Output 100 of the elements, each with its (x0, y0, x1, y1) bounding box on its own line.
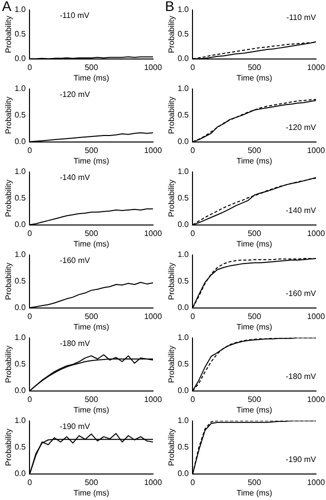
x-tick-label: 0 (27, 146, 32, 155)
y-axis-title: Probability (4, 180, 14, 217)
x-axis-title: Time (ms) (236, 156, 273, 166)
annotation: -110 mV (286, 13, 317, 22)
x-tick-label: 1000 (307, 228, 326, 238)
y-tick-label: 0.5 (178, 360, 190, 369)
y-axis-title: Probability (167, 180, 176, 217)
y-axis-title: Probability (4, 346, 14, 383)
y-tick-label: 0.0 (14, 54, 26, 64)
x-tick-label: 1000 (144, 394, 162, 404)
x-axis-title: Time (ms) (236, 405, 273, 414)
annotation: -120 mV (286, 123, 317, 132)
y-tick-label: 0.5 (14, 194, 26, 203)
x-tick-label: 0 (27, 394, 32, 404)
y-tick-label: 0.5 (178, 442, 190, 452)
y-axis-title: Probability (4, 262, 14, 300)
x-axis-title: Time (ms) (74, 73, 110, 82)
x-tick-label: 0 (190, 478, 196, 487)
y-tick-label: 0.5 (178, 110, 190, 120)
annotation: -160 mV (60, 256, 91, 266)
annotation: -120 mV (60, 90, 91, 100)
x-tick-label: 0 (190, 146, 196, 155)
y-tick-label: 0.5 (14, 30, 26, 39)
x-tick-label: 1000 (144, 478, 162, 487)
y-tick-label: 0.5 (14, 276, 26, 286)
y-tick-label: 1.0 (178, 250, 190, 260)
annotation: -160 mV (286, 289, 317, 298)
y-tick-label: 0.5 (14, 442, 26, 452)
annotation: -140 mV (60, 173, 91, 182)
x-tick-label: 500 (248, 228, 262, 238)
y-tick-label: 1.0 (178, 84, 190, 94)
chart-title: B (165, 0, 174, 14)
x-tick-label: 0 (27, 312, 32, 321)
y-tick-label: 1.0 (14, 416, 26, 426)
x-tick-label: 500 (84, 228, 99, 238)
x-axis-title: Time (ms) (236, 322, 273, 332)
x-tick-label: 1000 (144, 228, 162, 238)
x-tick-label: 500 (248, 312, 262, 321)
y-axis-title: Probability (4, 428, 14, 466)
y-tick-label: 0.0 (14, 386, 26, 396)
y-tick-label: 1.0 (14, 167, 26, 176)
x-tick-label: 500 (84, 62, 99, 72)
y-tick-label: 0.0 (14, 137, 26, 146)
x-tick-label: 1000 (307, 62, 326, 72)
x-axis-title: Time (ms) (236, 488, 273, 498)
x-tick-label: 0 (27, 62, 32, 72)
x-tick-label: 0 (190, 62, 196, 72)
x-tick-label: 0 (190, 312, 196, 321)
y-tick-label: 0.0 (178, 386, 190, 396)
y-tick-label: 0.5 (178, 30, 190, 39)
x-axis-title: Time (ms) (74, 322, 110, 332)
y-tick-label: 1.0 (178, 333, 190, 342)
x-tick-label: 1000 (144, 62, 162, 72)
y-tick-label: 0.0 (178, 137, 190, 146)
x-axis-title: Time (ms) (74, 488, 110, 498)
y-tick-label: 1.0 (178, 167, 190, 176)
y-tick-label: 0.0 (178, 220, 190, 230)
y-tick-label: 0.0 (178, 303, 190, 312)
y-axis-title: Probability (167, 16, 176, 54)
y-axis-title: Probability (4, 96, 14, 134)
y-axis-title: Probability (167, 96, 176, 134)
y-tick-label: 1.0 (14, 5, 26, 14)
y-tick-label: 1.0 (14, 333, 26, 342)
x-tick-label: 500 (84, 312, 99, 321)
y-tick-label: 0.0 (14, 220, 26, 230)
y-tick-label: 0.0 (14, 469, 26, 478)
x-tick-label: 500 (248, 478, 262, 487)
x-tick-label: 500 (84, 478, 99, 487)
annotation: -180 mV (286, 372, 317, 382)
annotation: -190 mV (60, 422, 91, 432)
annotation: -180 mV (60, 339, 91, 348)
x-tick-label: 500 (248, 62, 262, 72)
x-axis-title: Time (ms) (74, 405, 110, 414)
y-axis-title: Probability (167, 428, 176, 466)
y-axis-title: Probability (4, 16, 14, 54)
y-tick-label: 0.5 (178, 194, 190, 203)
x-tick-label: 1000 (144, 146, 162, 155)
x-tick-label: 1000 (307, 394, 326, 404)
x-tick-label: 500 (248, 146, 262, 155)
y-tick-label: 0.5 (178, 276, 190, 286)
y-tick-label: 0.5 (14, 360, 26, 369)
y-tick-label: 1.0 (14, 84, 26, 94)
y-tick-label: 0.0 (14, 303, 26, 312)
chart-title: A (2, 0, 12, 14)
annotation: -110 mV (60, 11, 90, 20)
x-tick-label: 0 (27, 478, 32, 487)
x-tick-label: 500 (84, 394, 99, 404)
x-axis-title: Time (ms) (74, 156, 110, 166)
x-tick-label: 0 (27, 228, 32, 238)
y-tick-label: 1.0 (178, 5, 190, 14)
x-tick-label: 1000 (144, 312, 162, 321)
y-tick-label: 1.0 (14, 250, 26, 260)
x-axis-title: Time (ms) (74, 239, 110, 248)
annotation: -140 mV (286, 206, 317, 216)
x-tick-label: 500 (248, 394, 262, 404)
x-axis-title: Time (ms) (236, 73, 273, 82)
y-tick-label: 0.0 (178, 54, 190, 64)
annotation: -190 mV (286, 455, 317, 464)
x-tick-label: 1000 (307, 478, 326, 487)
y-tick-label: 1.0 (178, 416, 190, 426)
